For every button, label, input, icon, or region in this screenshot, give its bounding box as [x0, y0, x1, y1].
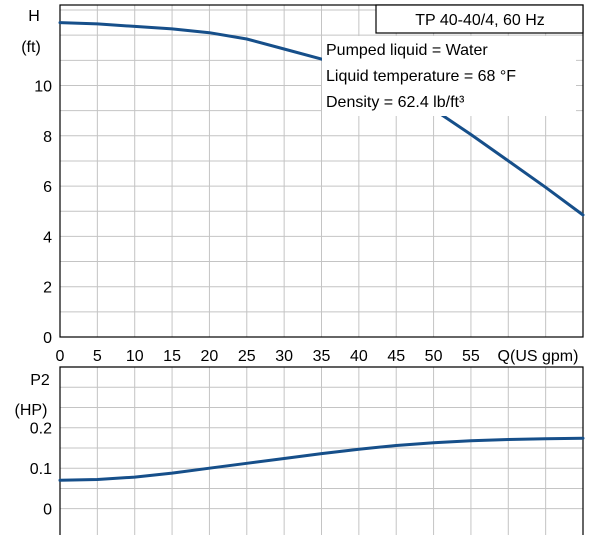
annotation-density: Density = 62.4 lb/ft³: [326, 94, 465, 111]
power-y-tick-label: 0: [43, 502, 52, 519]
annotation-liquid: Pumped liquid = Water: [326, 42, 488, 59]
flow-x-tick-label: 35: [313, 348, 331, 365]
flow-x-ticks: 0 5 10 15 20 25 30 35 40 45 50 55: [56, 348, 480, 365]
head-y-tick-label: 4: [43, 229, 52, 246]
flow-x-tick-label: 30: [275, 348, 293, 365]
head-y-tick-label: 6: [43, 179, 52, 196]
flow-x-tick-label: 25: [238, 348, 256, 365]
power-y-tick-label: 0.2: [30, 421, 52, 438]
flow-x-tick-label: 40: [350, 348, 368, 365]
head-y-tick-label: 10: [34, 78, 52, 95]
head-curve: [58, 21, 585, 217]
flow-x-tick-label: 55: [462, 348, 480, 365]
power-grid: [60, 367, 583, 535]
head-axis-symbol: H: [28, 8, 40, 25]
flow-x-tick-label: 15: [163, 348, 181, 365]
flow-x-tick-label: 20: [201, 348, 219, 365]
head-y-tick-label: 2: [43, 280, 52, 297]
head-y-tick-label: 0: [43, 330, 52, 347]
flow-axis-label: Q(US gpm): [498, 348, 579, 365]
head-plot-frame: [59, 4, 584, 338]
flow-x-tick-label: 50: [425, 348, 443, 365]
power-axis-symbol: P2: [30, 372, 50, 389]
annotation-temperature: Liquid temperature = 68 °F: [326, 68, 516, 85]
power-plot-frame: [59, 366, 584, 535]
power-axis-unit: (HP): [15, 402, 48, 419]
flow-x-tick-label: 10: [126, 348, 144, 365]
power-curve: [58, 436, 585, 482]
flow-x-tick-label: 5: [93, 348, 102, 365]
flow-x-tick-label: 0: [56, 348, 65, 365]
head-y-ticks: 0 2 4 6 8 10: [34, 78, 52, 347]
annotation-box: [322, 36, 576, 116]
head-axis-unit: (ft): [21, 39, 41, 56]
flow-x-tick-label: 45: [387, 348, 405, 365]
head-y-tick-label: 8: [43, 129, 52, 146]
chart-title: TP 40-40/4, 60 Hz: [415, 12, 545, 29]
title-box: [375, 4, 584, 34]
power-y-ticks: 0 0.1 0.2: [30, 421, 52, 519]
power-y-tick-label: 0.1: [30, 461, 52, 478]
